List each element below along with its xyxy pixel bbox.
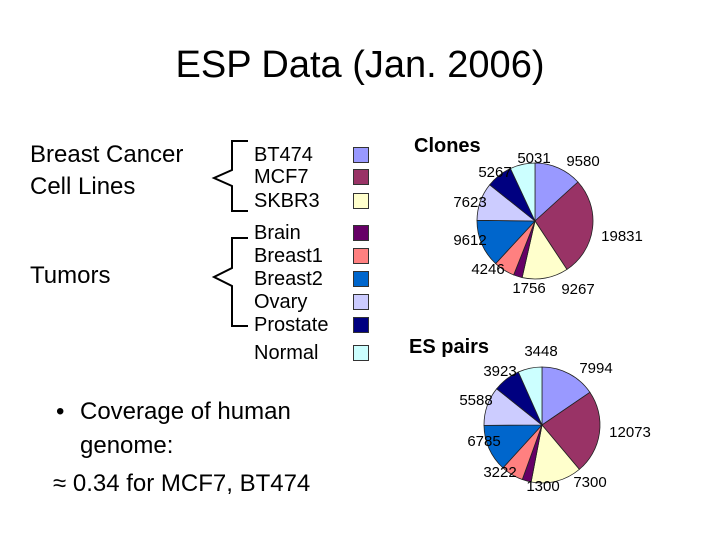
- coverage-bullet: • Coverage of human genome:: [50, 395, 380, 463]
- group-label-tumors: Tumors: [30, 262, 111, 289]
- bullet-symbol: •: [56, 398, 65, 425]
- legend-label-brain: Brain: [254, 222, 301, 244]
- pie-slice-skbr3: [530, 424, 580, 484]
- group-label-cell-lines: Breast Cancer Cell Lines: [30, 141, 184, 200]
- legend-label-bt474: BT474: [254, 144, 313, 166]
- slide-title: ESP Data (Jan. 2006): [175, 44, 545, 86]
- legend-label-mcf7: MCF7: [254, 166, 309, 188]
- data-label-mcf7: 12073: [609, 424, 651, 441]
- data-label-bt474: 7994: [579, 360, 612, 377]
- bullet-line-2: ≈ 0.34 for MCF7, BT474: [53, 470, 311, 497]
- data-label-prostate: 5267: [478, 164, 511, 181]
- legend-swatch-breast2: [353, 271, 369, 287]
- legend-swatch-breast1: [353, 248, 369, 264]
- pie-slice-normal: [517, 366, 543, 426]
- legend-label-breast1: Breast1: [254, 245, 323, 267]
- data-label-skbr3: 7300: [573, 474, 606, 491]
- legend-label-normal: Normal: [254, 342, 319, 364]
- legend-label-breast2: Breast2: [254, 268, 323, 290]
- legend-swatch-bt474: [353, 147, 369, 163]
- data-label-ovary: 7623: [453, 194, 486, 211]
- es-pairs-chart-title: ES pairs: [409, 336, 489, 358]
- legend-swatch-normal: [353, 345, 369, 361]
- pie-slice-mcf7: [541, 391, 601, 470]
- data-label-skbr3: 9267: [561, 281, 594, 298]
- data-label-breast1: 4246: [471, 261, 504, 278]
- brace-cell-lines: [211, 140, 248, 212]
- bullet-line-1: Coverage of human genome:: [80, 398, 291, 459]
- data-label-bt474: 9580: [566, 153, 599, 170]
- legend-swatch-prostate: [353, 317, 369, 333]
- es-pairs-pie-chart: 7994 12073 7300 1300 3222 6785 5588 3923 3448: [459, 343, 651, 495]
- brace-tumors: [211, 237, 248, 327]
- clones-chart-title: Clones: [414, 135, 481, 157]
- data-label-mcf7: 19831: [601, 228, 643, 245]
- pie-slice-bt474: [541, 366, 591, 426]
- data-label-prostate: 3923: [483, 363, 516, 380]
- legend-label-prostate: Prostate: [254, 314, 329, 336]
- legend-label-ovary: Ovary: [254, 291, 308, 313]
- pie-slice-mcf7: [534, 181, 594, 270]
- legend-swatch-ovary: [353, 294, 369, 310]
- data-label-brain: 1300: [526, 478, 559, 495]
- pie-slice-normal: [509, 162, 536, 222]
- data-label-breast1: 3222: [483, 464, 516, 481]
- data-label-normal: 5031: [517, 150, 550, 167]
- data-label-brain: 1756: [512, 280, 545, 297]
- data-label-ovary: 5588: [459, 392, 492, 409]
- clones-pie-chart: 9580 19831 9267 1756 4246 9612 7623 5267 5031: [453, 150, 643, 298]
- data-label-normal: 3448: [524, 343, 557, 360]
- data-label-breast2: 6785: [467, 433, 500, 450]
- legend-swatch-skbr3: [353, 193, 369, 209]
- data-label-breast2: 9612: [453, 232, 486, 249]
- legend-swatch-brain: [353, 225, 369, 241]
- legend-swatch-mcf7: [353, 169, 369, 185]
- legend-label-skbr3: SKBR3: [254, 190, 320, 212]
